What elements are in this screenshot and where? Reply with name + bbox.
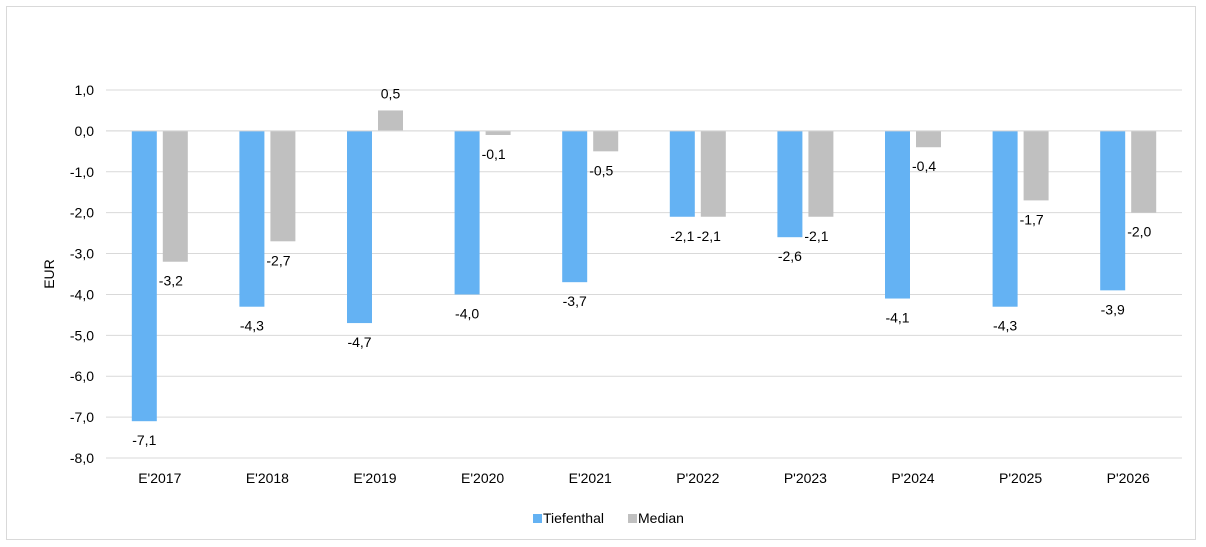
- bar-tiefenthal-e2018: [239, 130, 265, 307]
- bar-tiefenthal-p2026: [1100, 130, 1126, 291]
- y-tick-label: 1,0: [75, 82, 95, 98]
- data-label-tiefenthal: -4,3: [993, 318, 1017, 334]
- data-label-tiefenthal: -4,7: [347, 334, 371, 350]
- x-tick-label: P'2026: [1107, 470, 1150, 486]
- bar-tiefenthal-e2017: [131, 130, 157, 422]
- y-tick-label: -5,0: [70, 327, 94, 343]
- y-tick-label: -7,0: [70, 409, 94, 425]
- y-tick-label: -6,0: [70, 368, 94, 384]
- x-axis-ticks: E'2017 E'2018 E'2019 E'2020 E'2021 P'2022 P'20…: [138, 470, 1150, 486]
- bar-tiefenthal-e2019: [347, 130, 372, 324]
- legend: Tiefenthal Median: [533, 510, 684, 526]
- data-label-tiefenthal: -4,0: [455, 305, 479, 321]
- gridlines: [106, 89, 1182, 459]
- legend-label-median: Median: [638, 510, 684, 526]
- legend-swatch-tiefenthal: [533, 514, 542, 523]
- bar-tiefenthal-e2020: [454, 130, 480, 295]
- data-label-median: -0,4: [912, 158, 936, 174]
- bar-median-p2024: [916, 130, 941, 148]
- legend-swatch-median: [628, 514, 637, 523]
- data-label-median: -2,7: [266, 252, 290, 268]
- y-tick-label: -3,0: [70, 246, 94, 262]
- bar-median-e2020: [485, 130, 511, 135]
- x-tick-label: E'2019: [353, 470, 396, 486]
- bar-median-p2025: [1023, 130, 1049, 201]
- bar-median-e2021: [593, 130, 619, 152]
- bar-median-e2018: [270, 130, 296, 242]
- bar-median-p2026: [1131, 130, 1157, 213]
- y-tick-label: -2,0: [70, 205, 94, 221]
- y-tick-label: -4,0: [70, 286, 94, 302]
- x-tick-label: P'2025: [999, 470, 1042, 486]
- data-label-median: -2,0: [1127, 224, 1151, 240]
- bar-median-e2017: [162, 130, 188, 262]
- data-label-tiefenthal: -4,3: [240, 318, 264, 334]
- bar-tiefenthal-p2025: [992, 130, 1018, 307]
- data-label-median: -2,1: [804, 228, 828, 244]
- bar-tiefenthal-p2024: [885, 130, 910, 299]
- data-label-median: -1,7: [1020, 211, 1044, 227]
- x-tick-label: E'2017: [138, 470, 181, 486]
- data-label-median: -0,5: [589, 162, 613, 178]
- x-tick-label: P'2022: [676, 470, 719, 486]
- x-tick-label: E'2020: [461, 470, 504, 486]
- x-tick-label: E'2021: [569, 470, 612, 486]
- data-label-median: -0,1: [482, 146, 506, 162]
- data-label-median: 0,5: [381, 85, 401, 101]
- bar-tiefenthal-e2021: [562, 130, 588, 283]
- bar-tiefenthal-p2023: [777, 130, 803, 238]
- x-tick-label: E'2018: [246, 470, 289, 486]
- x-tick-label: P'2023: [784, 470, 827, 486]
- data-label-tiefenthal: -2,6: [778, 248, 802, 264]
- y-axis-label: EUR: [41, 259, 57, 289]
- data-label-median: -3,2: [159, 273, 183, 289]
- data-label-tiefenthal: -4,1: [885, 310, 909, 326]
- data-label-tiefenthal: -7,1: [132, 432, 156, 448]
- y-tick-label: 0,0: [75, 123, 95, 139]
- bar-median-p2022: [700, 130, 726, 217]
- bars: [131, 110, 1157, 422]
- data-label-tiefenthal: -3,7: [563, 293, 587, 309]
- x-tick-label: P'2024: [891, 470, 934, 486]
- y-tick-label: -8,0: [70, 450, 94, 466]
- data-label-median: -2,1: [697, 228, 721, 244]
- data-label-tiefenthal: -3,9: [1101, 301, 1125, 317]
- data-label-tiefenthal: -2,1: [670, 228, 694, 244]
- legend-label-tiefenthal: Tiefenthal: [543, 510, 604, 526]
- y-tick-label: -1,0: [70, 164, 94, 180]
- data-labels: -7,1 -3,2 -4,3 -2,7 -4,7 0,5 -4,0 -0,1 -3,7 -0,5 -…: [132, 85, 1151, 448]
- y-axis-ticks: 1,0 0,0 -1,0 -2,0 -3,0 -4,0 -5,0 -6,0 -7,0 -8,0: [70, 82, 94, 466]
- bar-median-e2019: [378, 110, 403, 131]
- bar-tiefenthal-p2022: [669, 130, 695, 217]
- bar-median-p2023: [808, 130, 834, 217]
